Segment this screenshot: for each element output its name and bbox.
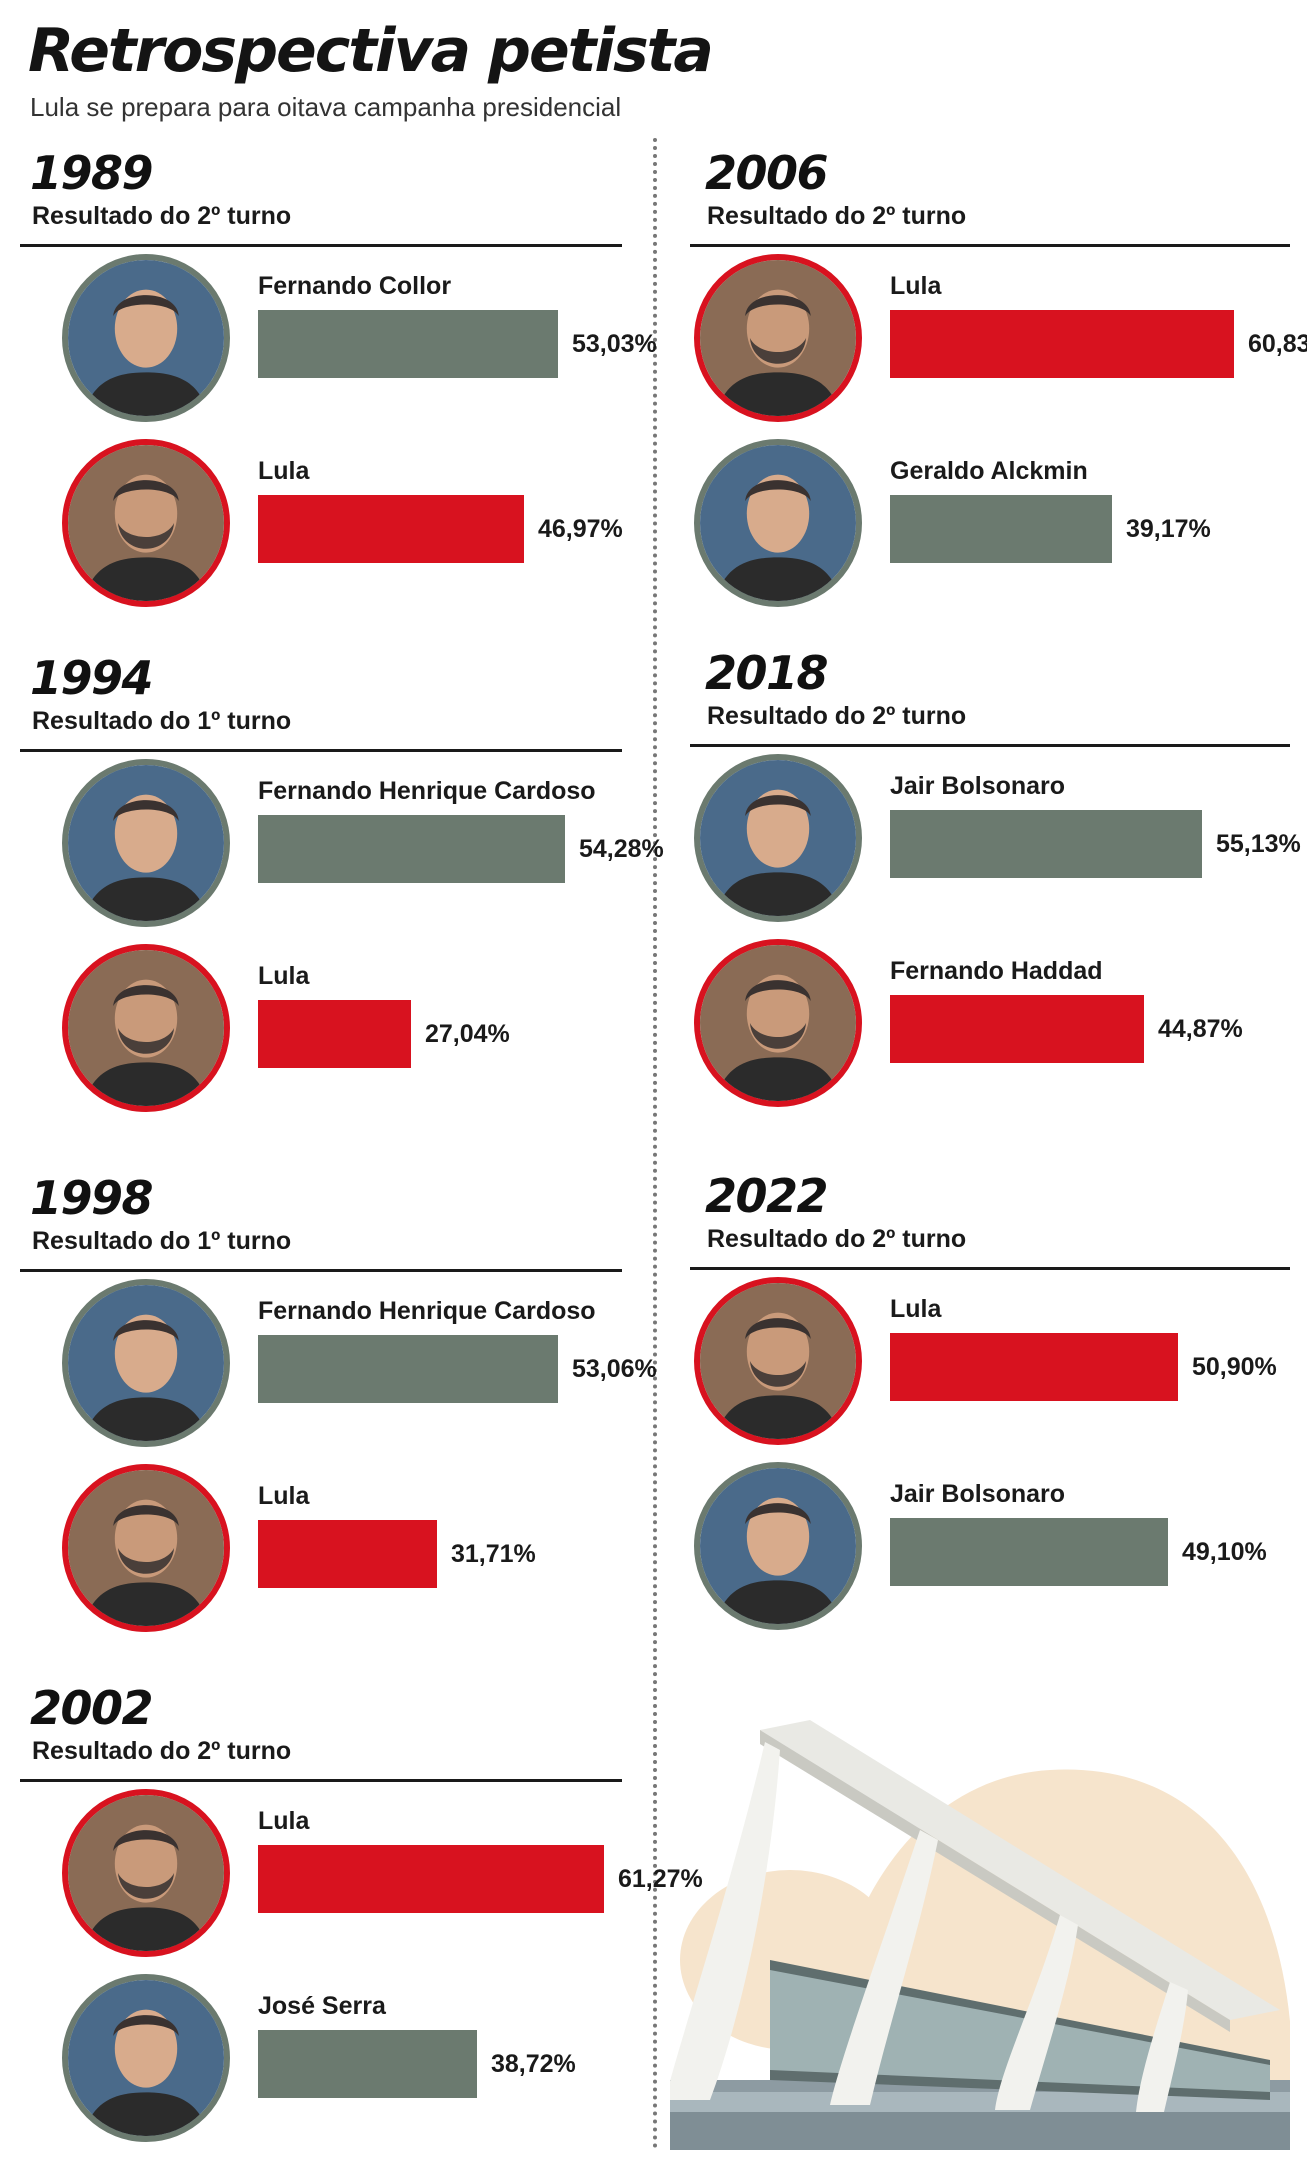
result-bar <box>890 1333 1178 1401</box>
candidate-name: José Serra <box>258 1992 386 2020</box>
election-1998: 1998 Resultado do 1º turno Fernando Henri… <box>20 1171 657 1645</box>
result-bar <box>890 810 1202 878</box>
result-bar <box>258 1335 558 1403</box>
section-rule <box>20 244 622 247</box>
section-rule <box>20 1779 622 1782</box>
candidate-name: Jair Bolsonaro <box>890 1480 1066 1508</box>
lula-portrait-icon <box>62 1789 230 1957</box>
election-1989: 1989 Resultado do 2º turno Fernando Collo… <box>20 146 657 620</box>
candidate-name: Lula <box>890 272 942 300</box>
lula-portrait-icon <box>62 1464 230 1632</box>
result-bar <box>890 1518 1168 1586</box>
election-round: Resultado do 1º turno <box>32 707 292 735</box>
result-bar <box>890 495 1112 563</box>
candidate-name: Lula <box>890 1295 942 1323</box>
election-year: 1994 <box>30 651 154 705</box>
result-bar <box>258 310 558 378</box>
alckmin-portrait-icon <box>694 439 862 607</box>
section-rule <box>690 744 1290 747</box>
lula-portrait-icon <box>694 254 862 422</box>
result-bar <box>258 2030 477 2098</box>
result-percentage: 53,03% <box>572 330 657 358</box>
election-round: Resultado do 2º turno <box>32 202 292 230</box>
result-percentage: 38,72% <box>491 2050 576 2078</box>
result-percentage: 54,28% <box>579 835 664 863</box>
result-bar <box>890 310 1234 378</box>
candidate-name: Fernando Henrique Cardoso <box>258 1297 596 1325</box>
fhc-portrait-icon <box>62 759 230 927</box>
serra-portrait-icon <box>62 1974 230 2142</box>
election-round: Resultado do 2º turno <box>32 1737 292 1765</box>
candidate-name: Lula <box>258 962 310 990</box>
election-round: Resultado do 2º turno <box>707 202 967 230</box>
result-percentage: 61,27% <box>618 1865 703 1893</box>
haddad-portrait-icon <box>694 939 862 1107</box>
candidate-name: Lula <box>258 457 310 485</box>
election-round: Resultado do 1º turno <box>32 1227 292 1255</box>
column-divider <box>653 138 657 2150</box>
election-year: 2022 <box>705 1169 829 1223</box>
election-2002: 2002 Resultado do 2º turno Lula 61,27% Jos… <box>20 1681 703 2155</box>
result-percentage: 27,04% <box>425 1020 510 1048</box>
result-bar <box>890 995 1144 1063</box>
result-bar <box>258 1520 437 1588</box>
election-2018: 2018 Resultado do 2º turno Jair Bolsonaro… <box>690 646 1305 1120</box>
lula-portrait-icon <box>62 944 230 1112</box>
result-bar <box>258 815 565 883</box>
result-bar <box>258 495 524 563</box>
bolsonaro-portrait-icon <box>694 754 862 922</box>
result-percentage: 53,06% <box>572 1355 657 1383</box>
election-year: 1998 <box>30 1171 154 1225</box>
lula-portrait-icon <box>694 1277 862 1445</box>
election-year: 2002 <box>30 1681 154 1735</box>
election-year: 2006 <box>705 146 829 200</box>
candidate-name: Lula <box>258 1482 310 1510</box>
candidate-name: Fernando Haddad <box>890 957 1103 985</box>
section-rule <box>20 749 622 752</box>
fhc-portrait-icon <box>62 1279 230 1447</box>
election-round: Resultado do 2º turno <box>707 702 967 730</box>
candidate-name: Lula <box>258 1807 310 1835</box>
election-round: Resultado do 2º turno <box>707 1225 967 1253</box>
planalto-palace-icon <box>665 1720 1293 2150</box>
result-percentage: 46,97% <box>538 515 623 543</box>
result-percentage: 60,83% <box>1248 330 1307 358</box>
candidate-name: Fernando Henrique Cardoso <box>258 777 596 805</box>
page-subtitle: Lula se prepara para oitava campanha pre… <box>30 92 622 122</box>
election-1994: 1994 Resultado do 1º turno Fernando Henri… <box>20 651 664 1125</box>
result-percentage: 55,13% <box>1216 830 1301 858</box>
election-year: 1989 <box>30 146 154 200</box>
candidate-name: Geraldo Alckmin <box>890 457 1088 485</box>
result-percentage: 31,71% <box>451 1540 536 1568</box>
result-percentage: 44,87% <box>1158 1015 1243 1043</box>
election-2022: 2022 Resultado do 2º turno Lula 50,90% Jai… <box>690 1169 1305 1643</box>
lula-portrait-icon <box>62 439 230 607</box>
result-bar <box>258 1845 604 1913</box>
result-percentage: 49,10% <box>1182 1538 1267 1566</box>
result-percentage: 39,17% <box>1126 515 1211 543</box>
section-rule <box>690 1267 1290 1270</box>
section-rule <box>690 244 1290 247</box>
candidate-name: Jair Bolsonaro <box>890 772 1066 800</box>
bolsonaro-portrait-icon <box>694 1462 862 1630</box>
candidate-name: Fernando Collor <box>258 272 452 300</box>
collor-portrait-icon <box>62 254 230 422</box>
section-rule <box>20 1269 622 1272</box>
result-percentage: 50,90% <box>1192 1353 1277 1381</box>
page-title: Retrospectiva petista <box>28 16 714 86</box>
result-bar <box>258 1000 411 1068</box>
election-year: 2018 <box>705 646 829 700</box>
